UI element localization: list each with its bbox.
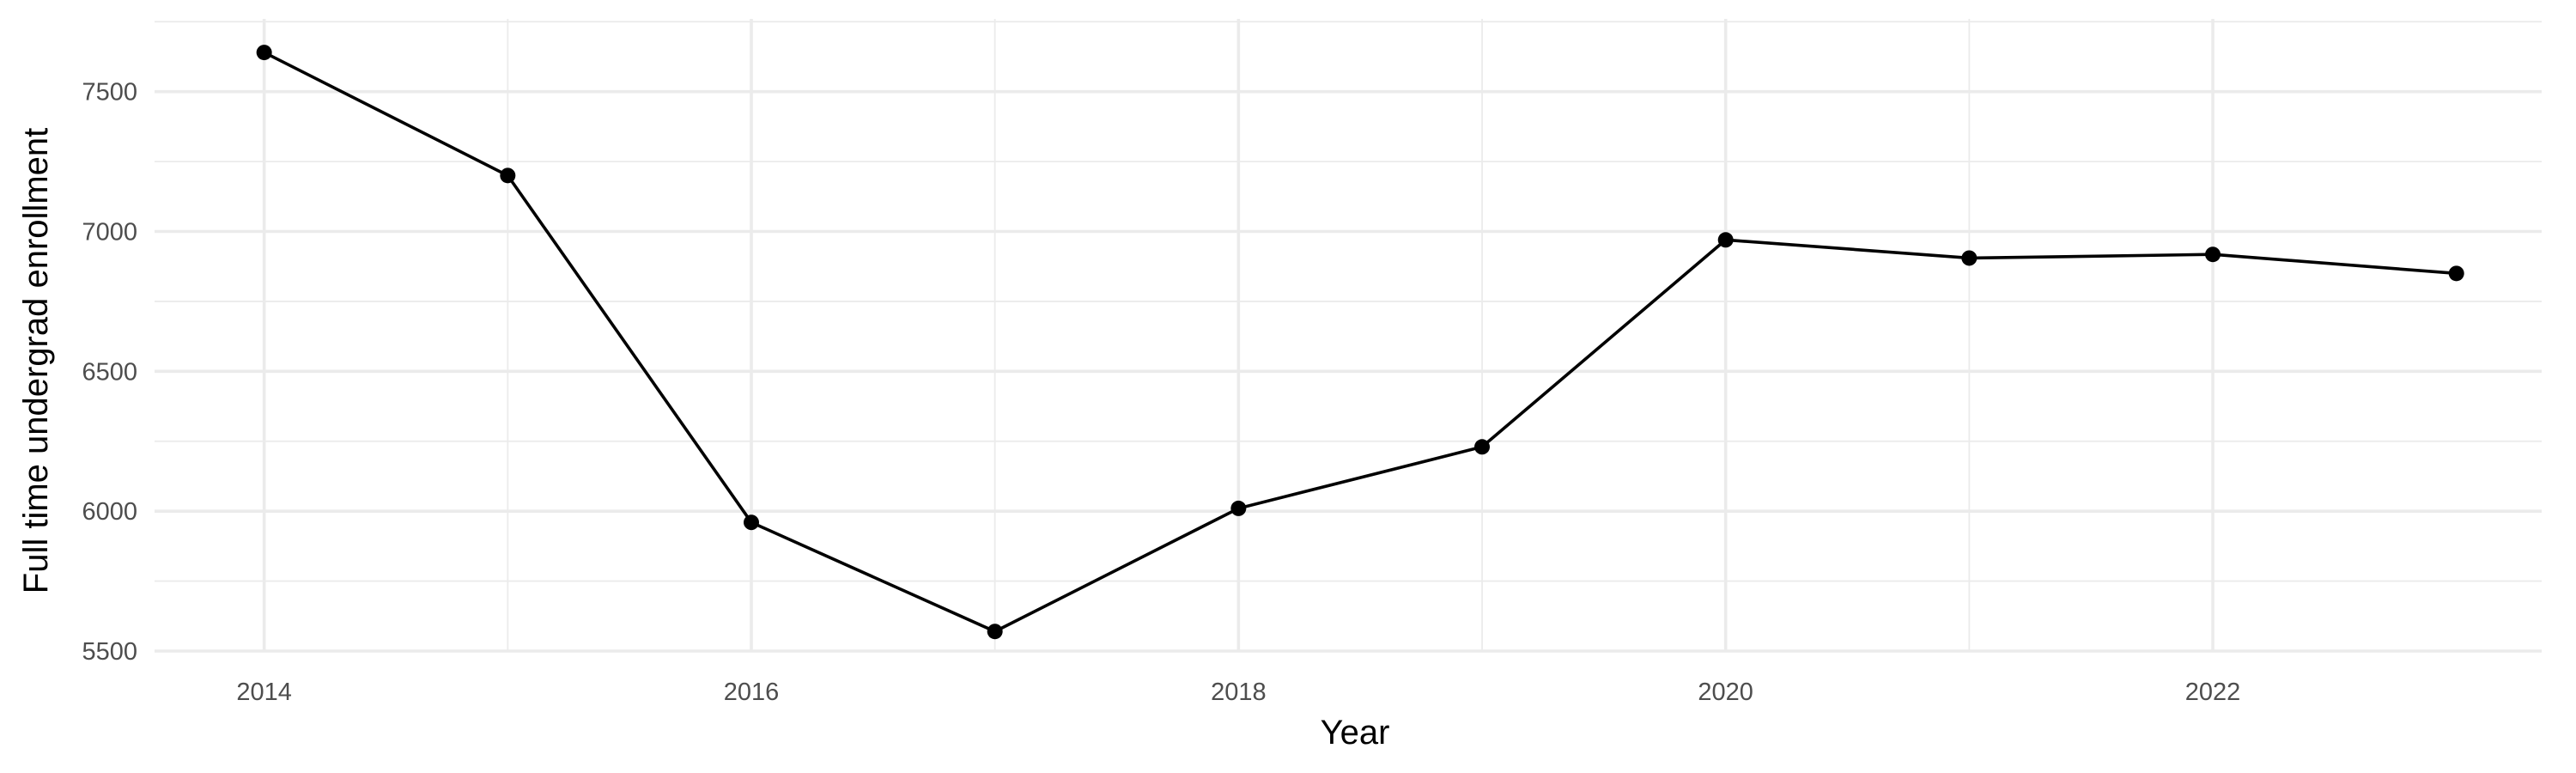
data-point xyxy=(1961,250,1978,266)
major-gridlines xyxy=(155,19,2542,653)
data-point xyxy=(1474,439,1491,455)
y-tick-label: 6000 xyxy=(82,498,137,526)
data-point xyxy=(2448,265,2464,282)
y-tick-label: 7500 xyxy=(82,79,137,107)
x-tick-label: 2016 xyxy=(724,679,780,706)
x-tick-label: 2018 xyxy=(1211,679,1267,706)
y-axis-tick-labels: 5500 6000 6500 7000 7500 xyxy=(82,79,137,666)
x-tick-label: 2020 xyxy=(1698,679,1753,706)
x-tick-label: 2014 xyxy=(236,679,292,706)
x-axis-tick-labels: 2014 2016 2018 2020 2022 xyxy=(236,679,2240,706)
y-tick-label: 6500 xyxy=(82,358,137,386)
x-tick-label: 2022 xyxy=(2185,679,2241,706)
data-point xyxy=(1230,500,1247,516)
data-point xyxy=(1717,232,1734,248)
minor-gridlines xyxy=(155,19,2542,651)
data-point xyxy=(987,624,1003,640)
data-point xyxy=(2205,247,2221,263)
series-line xyxy=(263,51,2457,634)
data-point xyxy=(256,45,272,61)
y-tick-label: 5500 xyxy=(82,638,137,666)
y-axis-title: Full time undergrad enrollment xyxy=(17,128,55,593)
data-series xyxy=(256,45,2464,640)
y-tick-label: 7000 xyxy=(82,219,137,247)
data-point xyxy=(744,514,759,531)
x-axis-title: Year xyxy=(1321,714,1390,752)
data-point xyxy=(500,167,516,184)
